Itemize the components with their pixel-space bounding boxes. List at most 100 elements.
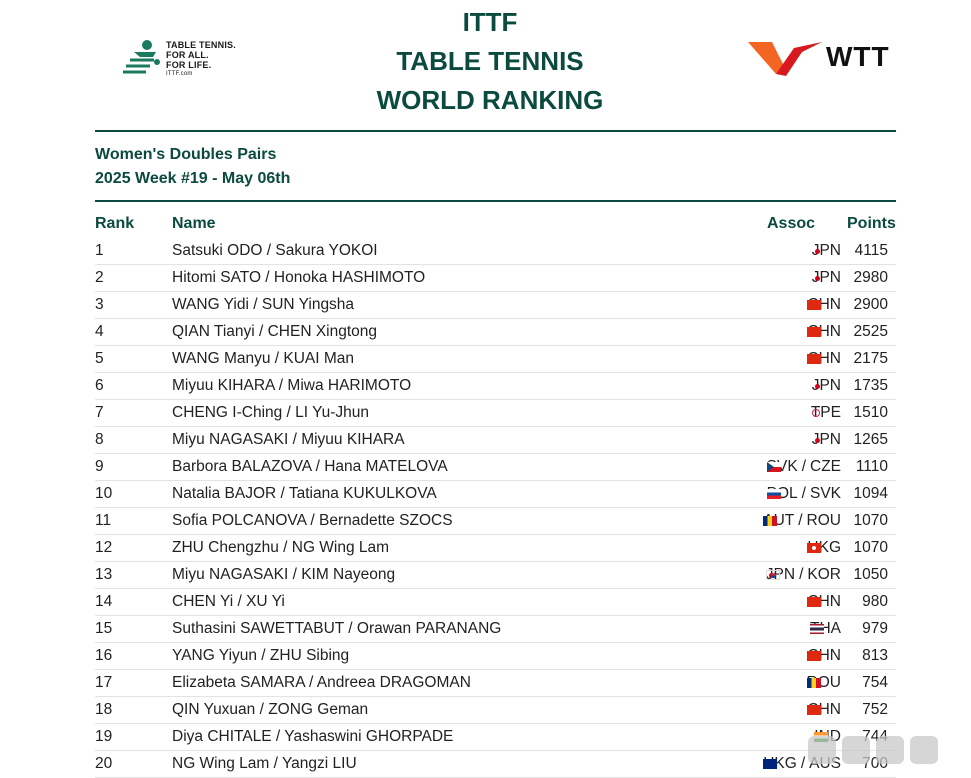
ittf-paddle-icon — [123, 40, 160, 74]
name-cell: Miyu NAGASAKI / Miyuu KIHARA — [172, 431, 405, 448]
ranking-category: Women's Doubles Pairs — [95, 146, 277, 163]
points-cell: 1265 — [853, 431, 888, 448]
jpn-flag-icon — [812, 381, 822, 391]
header-divider — [95, 130, 896, 132]
watermark-glyph — [910, 736, 938, 764]
table-row: 3 WANG Yidi / SUN Yingsha CHN 2900 — [95, 292, 896, 319]
name-cell: WANG Manyu / KUAI Man — [172, 350, 355, 367]
rank-cell: 5 — [95, 350, 104, 367]
points-cell: 2900 — [853, 296, 888, 313]
assoc-code: KOR — [807, 566, 841, 583]
assoc-cell: CHN — [807, 350, 841, 368]
assoc-cell: HKG — [807, 539, 841, 557]
assoc-code: ROU — [806, 512, 841, 529]
watermark-glyph — [808, 736, 836, 764]
name-cell: ZHU Chengzhu / NG Wing Lam — [172, 539, 390, 556]
aus-flag-icon — [763, 759, 778, 769]
assoc-code: JPN — [811, 269, 841, 286]
rank-cell: 14 — [95, 593, 113, 610]
ittf-logo-line: FOR ALL. — [166, 50, 209, 60]
points-cell: 2175 — [853, 350, 888, 367]
assoc-code: SVK — [809, 485, 841, 502]
points-cell: 2525 — [853, 323, 888, 340]
points-cell: 1510 — [853, 404, 888, 421]
points-cell: 754 — [862, 674, 888, 691]
name-cell: Barbora BALAZOVA / Hana MATELOVA — [172, 458, 448, 475]
assoc-cell: SVK / CZE — [766, 458, 841, 476]
col-name-header: Name — [172, 215, 216, 232]
name-cell: NG Wing Lam / Yangzi LIU — [172, 755, 357, 772]
rank-cell: 4 — [95, 323, 104, 340]
table-row: 16 YANG Yiyun / ZHU Sibing CHN 813 — [95, 643, 896, 670]
name-cell: Satsuki ODO / Sakura YOKOI — [172, 242, 378, 259]
jpn-flag-icon — [812, 435, 822, 445]
table-row: 5 WANG Manyu / KUAI Man CHN 2175 — [95, 346, 896, 373]
name-cell: Natalia BAJOR / Tatiana KUKULKOVA — [172, 485, 437, 502]
rank-cell: 15 — [95, 620, 113, 637]
rank-cell: 7 — [95, 404, 104, 421]
chn-flag-icon — [807, 327, 822, 337]
ranking-week: 2025 Week #19 - May 06th — [95, 170, 291, 187]
assoc-separator: / — [798, 512, 803, 529]
rank-cell: 10 — [95, 485, 113, 502]
assoc-cell: JPN — [812, 269, 841, 287]
points-cell: 1050 — [853, 566, 888, 583]
name-cell: Suthasini SAWETTABUT / Orawan PARANANG — [172, 620, 502, 637]
table-row: 15 Suthasini SAWETTABUT / Orawan PARANANG… — [95, 616, 896, 643]
table-row: 1 Satsuki ODO / Sakura YOKOI JPN 4115 — [95, 238, 896, 265]
assoc-code: JPN — [811, 431, 841, 448]
assoc-cell: CHN — [807, 593, 841, 611]
ranking-table: 1 Satsuki ODO / Sakura YOKOI JPN 4115 2 Hitom… — [95, 238, 896, 778]
points-cell: 979 — [862, 620, 888, 637]
table-header: Rank Name Assoc Points — [0, 212, 971, 238]
col-rank-header: Rank — [95, 215, 135, 232]
assoc-code: JPN — [811, 242, 841, 259]
wtt-logo-text: WTT — [826, 41, 890, 72]
rank-cell: 8 — [95, 431, 104, 448]
rank-cell: 1 — [95, 242, 104, 259]
page-title: ITTF TABLE TENNIS WORLD RANKING — [300, 3, 680, 120]
assoc-cell: JPN — [812, 377, 841, 395]
rou-flag-icon — [806, 678, 821, 688]
assoc-code: CZE — [810, 458, 841, 475]
assoc-separator: / — [801, 458, 806, 475]
rank-cell: 6 — [95, 377, 104, 394]
assoc-cell: CHN — [807, 647, 841, 665]
rou-flag-icon — [763, 516, 778, 526]
table-row: 6 Miyuu KIHARA / Miwa HARIMOTO JPN 1735 — [95, 373, 896, 400]
points-cell: 1070 — [853, 539, 888, 556]
rank-cell: 12 — [95, 539, 113, 556]
rank-cell: 13 — [95, 566, 113, 583]
table-row: 4 QIAN Tianyi / CHEN Xingtong CHN 2525 — [95, 319, 896, 346]
points-cell: 1070 — [853, 512, 888, 529]
subtitle-divider — [95, 200, 896, 202]
assoc-cell: CHN — [807, 296, 841, 314]
rank-cell: 2 — [95, 269, 104, 286]
rank-cell: 3 — [95, 296, 104, 313]
jpn-flag-icon — [812, 246, 822, 256]
cze-flag-icon — [766, 462, 781, 472]
watermark — [808, 735, 958, 765]
table-row: 11 Sofia POLCANOVA / Bernadette SZOCS AUT /… — [95, 508, 896, 535]
chn-flag-icon — [807, 597, 822, 607]
name-cell: CHEN Yi / XU Yi — [172, 593, 285, 610]
name-cell: Miyu NAGASAKI / KIM Nayeong — [172, 566, 396, 583]
title-line: TABLE TENNIS — [396, 46, 584, 76]
tha-flag-icon — [810, 624, 824, 634]
watermark-glyph — [876, 736, 904, 764]
assoc-cell: AUT / ROU — [763, 512, 841, 530]
hkg-flag-icon — [807, 543, 822, 553]
kor-flag-icon — [765, 570, 780, 580]
points-cell: 1094 — [853, 485, 888, 502]
table-row: 13 Miyu NAGASAKI / KIM Nayeong JPN / KOR 1050 — [95, 562, 896, 589]
name-cell: WANG Yidi / SUN Yingsha — [172, 296, 355, 313]
assoc-cell: CHN — [807, 323, 841, 341]
name-cell: Hitomi SATO / Honoka HASHIMOTO — [172, 269, 426, 286]
name-cell: QIN Yuxuan / ZONG Geman — [172, 701, 369, 718]
name-cell: Diya CHITALE / Yashaswini GHORPADE — [172, 728, 454, 745]
svk-flag-icon — [766, 489, 781, 499]
assoc-cell: CHN — [807, 701, 841, 719]
title-line: ITTF — [462, 7, 518, 37]
title-line: WORLD RANKING — [376, 85, 604, 115]
